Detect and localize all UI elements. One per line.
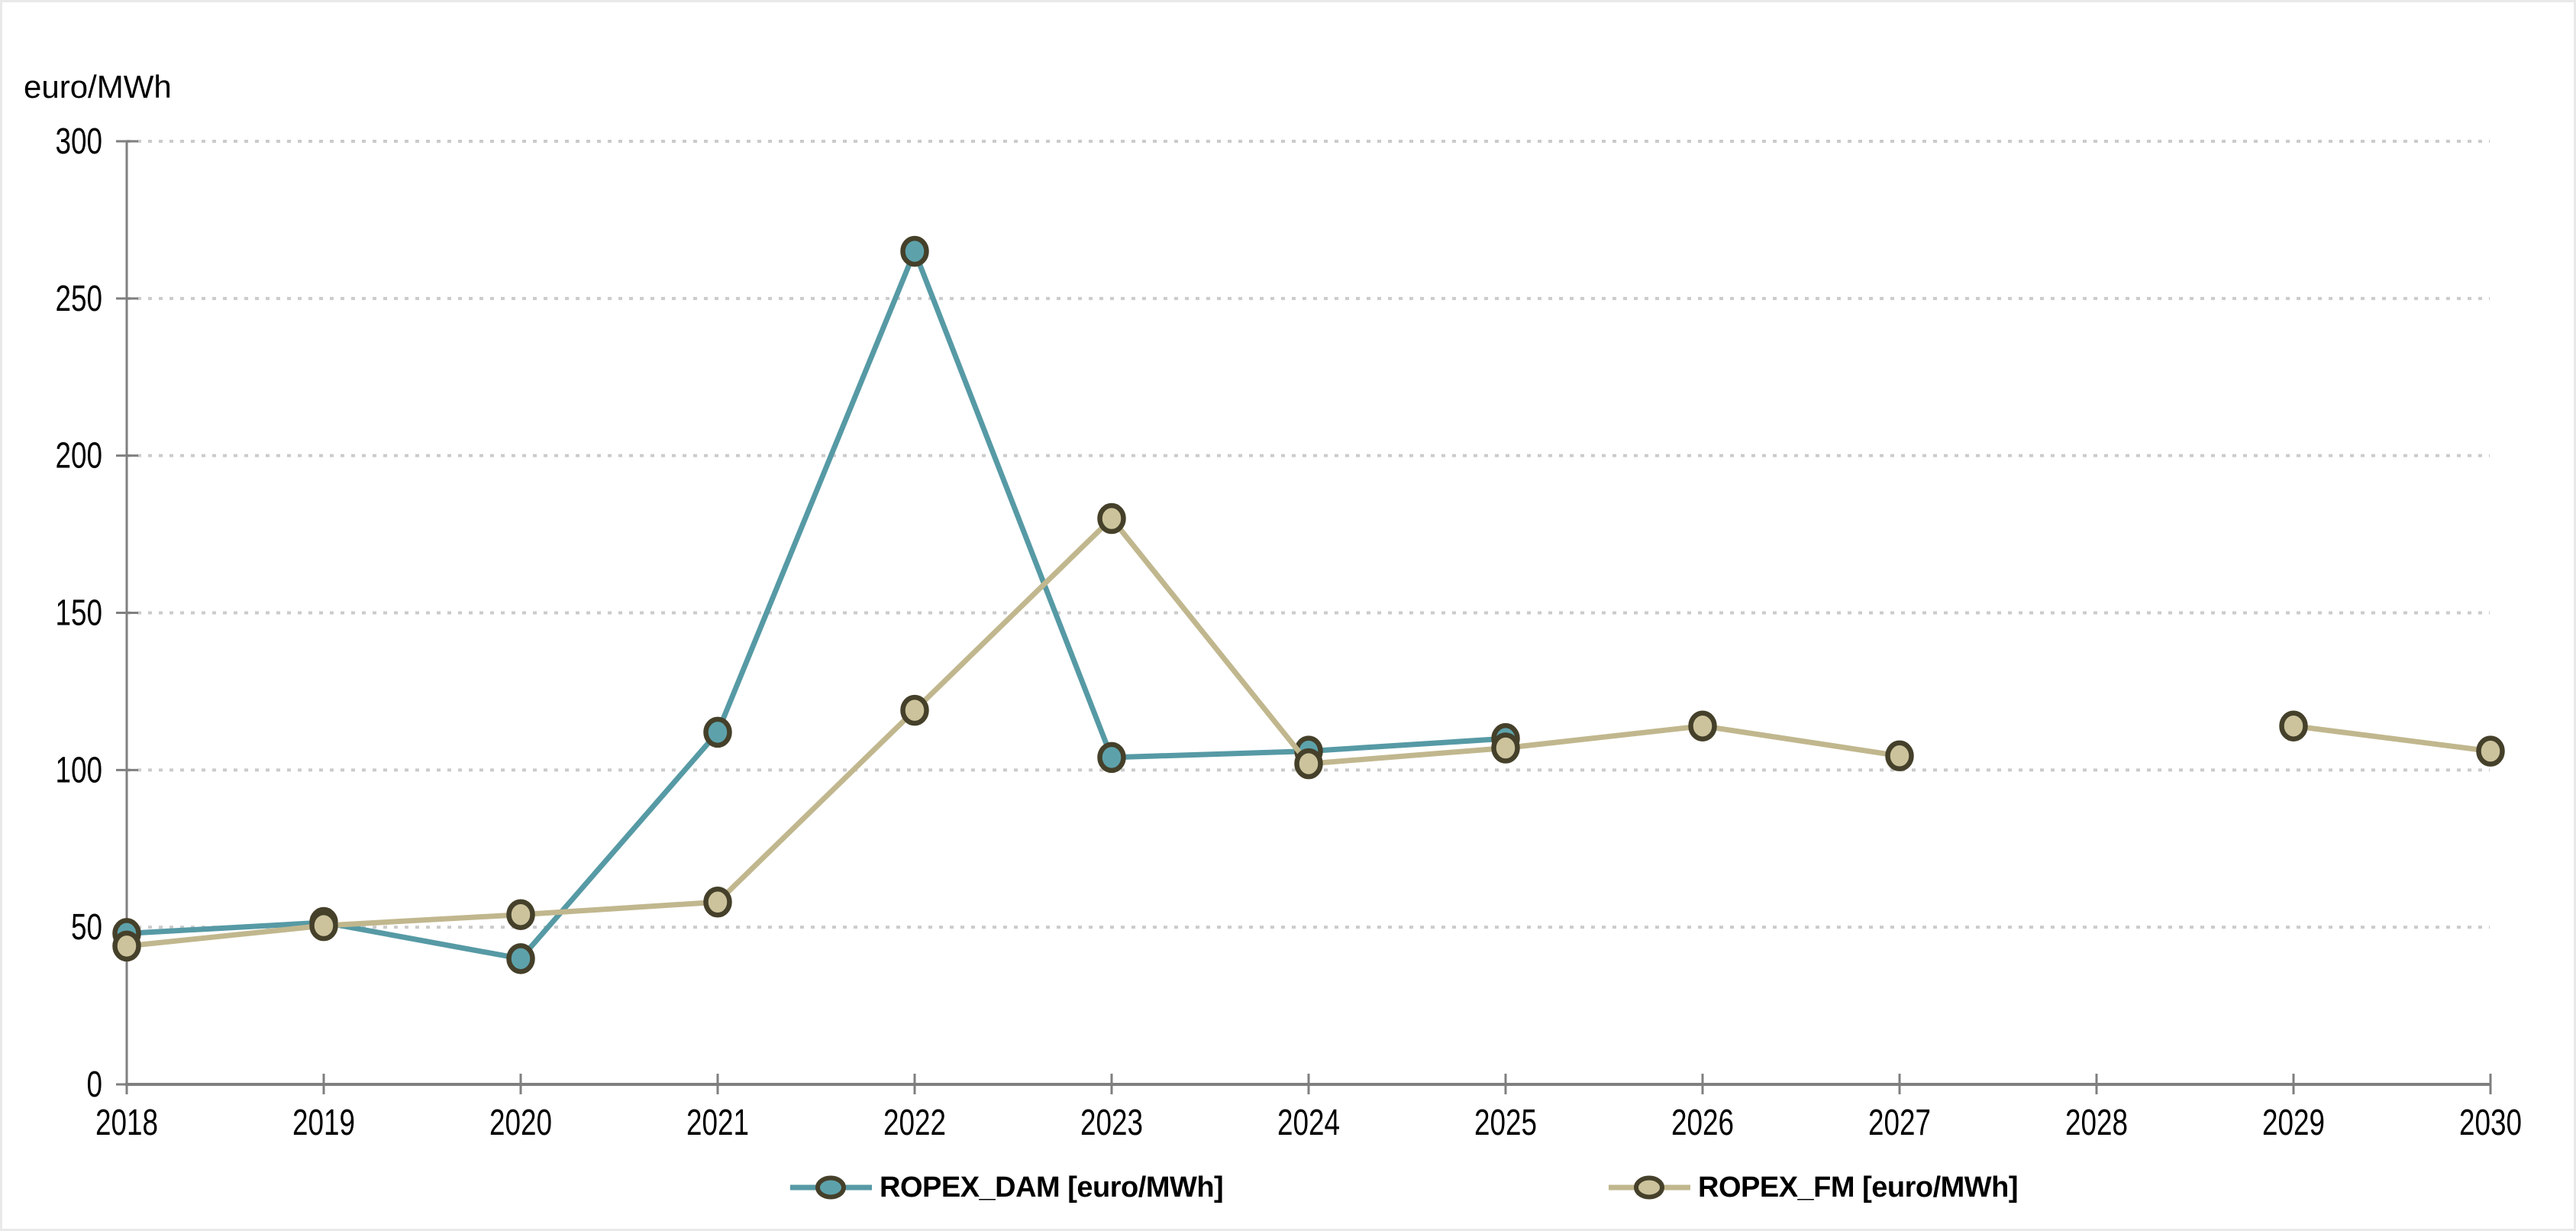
x-axis-label-2020: 2020 <box>489 1103 552 1143</box>
data-point-ropex-fm-2025 <box>1491 732 1520 764</box>
legend-item-ropex-fm[interactable]: ROPEX_FM [euro/MWh] <box>1609 1169 2019 1206</box>
x-axis-label-2022: 2022 <box>883 1103 946 1143</box>
series-line-ropex-fm <box>124 515 1903 949</box>
data-point-ropex-fm-2030 <box>2476 735 2505 767</box>
series-ropex-fm <box>112 502 2505 962</box>
x-axis-label-2026: 2026 <box>1671 1103 1734 1143</box>
data-point-ropex-fm-2024 <box>1294 748 1323 780</box>
data-point-ropex-fm-2019 <box>309 910 338 942</box>
legend-ellipse-dam <box>815 1175 846 1200</box>
gridlines-group <box>127 140 2490 929</box>
data-point-ropex-fm-2029 <box>2279 710 2308 742</box>
x-axis-label-2023: 2023 <box>1080 1103 1143 1143</box>
y-axis-label-250: 250 <box>56 279 103 319</box>
data-point-ropex-fm-2026 <box>1688 710 1717 742</box>
x-axis-label-2025: 2025 <box>1474 1103 1537 1143</box>
data-point-ropex-fm-2022 <box>900 694 929 726</box>
legend-marker-fm-icon <box>1609 1175 1690 1200</box>
y-axis-label-150: 150 <box>56 593 103 634</box>
x-axis-label-2019: 2019 <box>292 1103 355 1143</box>
data-point-ropex-fm-2023 <box>1097 502 1126 535</box>
series-line-ropex-fm <box>2290 723 2494 754</box>
x-axis-label-2018: 2018 <box>95 1103 158 1143</box>
data-point-ropex-fm-2018 <box>112 930 141 962</box>
series-ropex-dam <box>112 235 1520 974</box>
x-axis-label-2021: 2021 <box>686 1103 749 1143</box>
x-axis-label-2029: 2029 <box>2262 1103 2325 1143</box>
y-axis-label-100: 100 <box>56 750 103 790</box>
data-point-ropex-fm-2027 <box>1885 740 1914 772</box>
y-axis-label-300: 300 <box>56 121 103 162</box>
y-axis-label-0: 0 <box>87 1065 103 1105</box>
series-line-ropex-dam <box>124 248 1509 961</box>
data-point-ropex-dam-2022 <box>900 235 929 267</box>
data-point-ropex-dam-2021 <box>703 716 732 748</box>
x-axis-label-2027: 2027 <box>1868 1103 1931 1143</box>
legend-ellipse-fm <box>1634 1175 1664 1200</box>
y-axis-label-50: 50 <box>71 907 102 948</box>
legend-label-dam: ROPEX_DAM [euro/MWh] <box>880 1171 1224 1204</box>
x-axis-label-2028: 2028 <box>2065 1103 2128 1143</box>
legend-marker-dam-icon <box>790 1175 872 1200</box>
legend-label-fm: ROPEX_FM [euro/MWh] <box>1698 1171 2019 1204</box>
tick-labels-group: 0 50 100 150 200 250 300 2018 2019 2020 2021 2022 20… <box>56 121 2523 1143</box>
data-point-ropex-fm-2020 <box>506 899 535 930</box>
legend-item-ropex-dam[interactable]: ROPEX_DAM [euro/MWh] <box>790 1169 1224 1206</box>
data-point-ropex-dam-2020 <box>506 943 535 974</box>
tick-marks-group <box>116 140 2492 1094</box>
data-point-ropex-dam-2023 <box>1097 742 1126 774</box>
x-axis-label-2024: 2024 <box>1277 1103 1340 1143</box>
y-axis-label-200: 200 <box>56 436 103 477</box>
data-point-ropex-fm-2021 <box>703 886 732 918</box>
y-axis-unit-title: euro/MWh <box>24 69 172 105</box>
x-axis-label-2030: 2030 <box>2459 1103 2522 1143</box>
